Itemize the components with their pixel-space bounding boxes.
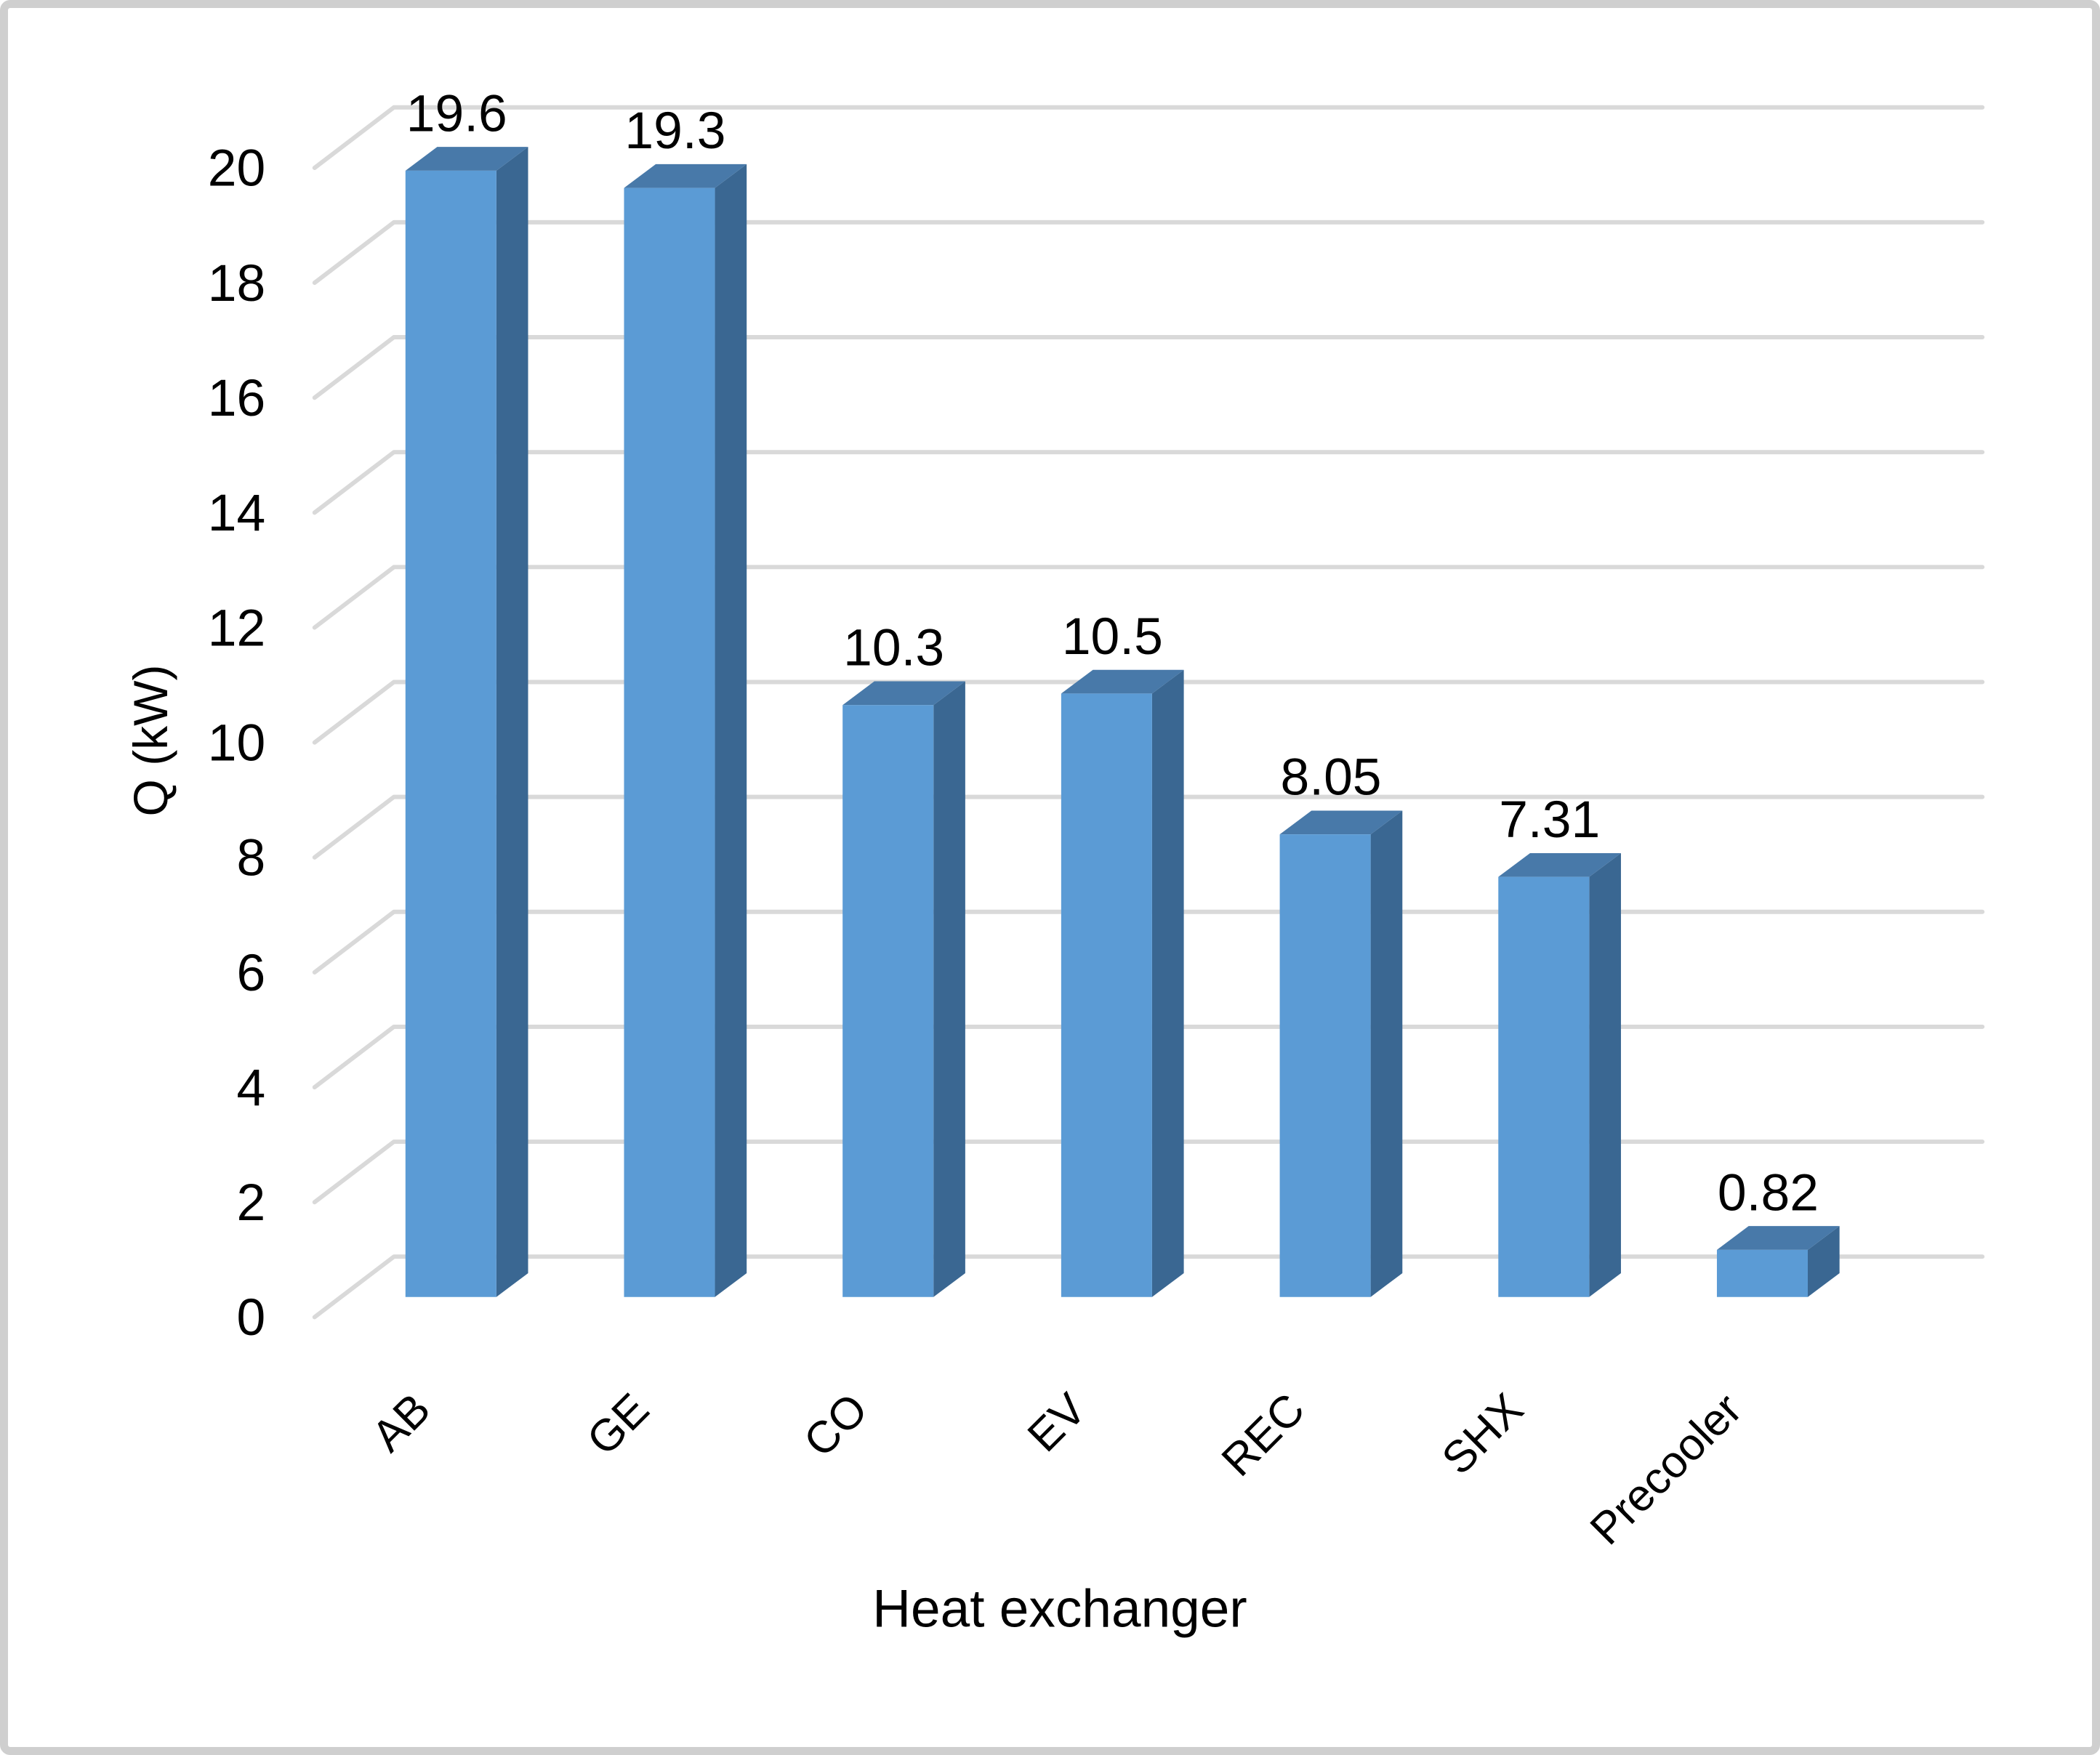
- gridline: [312, 219, 1985, 286]
- bar: [1279, 810, 1403, 1297]
- y-axis-tick-label: 4: [237, 1059, 266, 1117]
- gridline: [312, 1254, 1985, 1320]
- y-axis-tick-label: 12: [208, 599, 265, 657]
- bar-value-label: 10.3: [843, 619, 944, 677]
- bar-front-face: [1716, 1249, 1809, 1297]
- gridline: [312, 909, 1985, 975]
- bar-side-face: [1370, 810, 1403, 1297]
- y-axis-tick-label: 8: [237, 829, 266, 887]
- y-axis-title: Q (kW): [124, 664, 177, 817]
- bar-top-face: [1716, 1226, 1840, 1250]
- gridline: [312, 565, 1985, 630]
- bar-side-face: [496, 147, 528, 1297]
- bar-top-face: [1061, 669, 1184, 694]
- category-label: REC: [1212, 1384, 1315, 1485]
- bar-value-label: 0.82: [1718, 1163, 1819, 1222]
- bar-front-face: [405, 170, 496, 1297]
- x-axis-title: Heat exchanger: [872, 1579, 1247, 1639]
- y-axis-tick-label: 6: [237, 944, 266, 1002]
- bar-front-face: [1498, 876, 1590, 1297]
- gridline: [312, 335, 1985, 400]
- bar-value-label: 10.5: [1062, 608, 1163, 666]
- bar-top-face: [842, 681, 965, 706]
- y-axis-tick-label: 0: [237, 1288, 266, 1347]
- bar-top-face: [1279, 810, 1403, 835]
- category-label: AB: [363, 1384, 440, 1461]
- bar-value-label: 19.6: [406, 84, 507, 142]
- category-label: SHX: [1433, 1384, 1533, 1484]
- bar: [405, 147, 528, 1297]
- bar-top-face: [1498, 852, 1621, 877]
- y-axis-tick-label: 16: [208, 369, 265, 427]
- bar-top-face: [624, 164, 747, 188]
- bar-side-face: [1808, 1226, 1840, 1297]
- category-label: CO: [794, 1384, 877, 1466]
- gridline: [312, 105, 1985, 170]
- bar-front-face: [1279, 834, 1371, 1297]
- bar: [624, 164, 747, 1297]
- bar-top-face: [405, 147, 528, 171]
- bar: [1716, 1226, 1840, 1297]
- bar-side-face: [1589, 852, 1621, 1297]
- bar: [842, 681, 965, 1297]
- gridline: [312, 1024, 1985, 1090]
- bar-value-label: 7.31: [1499, 791, 1600, 849]
- gridline: [312, 450, 1985, 515]
- bar-front-face: [1061, 693, 1152, 1297]
- bar-side-face: [1151, 669, 1184, 1297]
- category-label: EV: [1018, 1384, 1096, 1461]
- bar: [1498, 852, 1621, 1297]
- bar-front-face: [842, 705, 934, 1297]
- bar: [1061, 669, 1184, 1297]
- gridline: [312, 1139, 1985, 1205]
- category-label: Precooler: [1581, 1384, 1752, 1554]
- y-axis-tick-label: 10: [208, 714, 265, 772]
- y-axis-tick-label: 18: [208, 254, 265, 312]
- gridline: [312, 679, 1985, 745]
- category-label: GE: [577, 1384, 659, 1465]
- y-axis-tick-label: 20: [208, 140, 265, 198]
- gridline: [312, 794, 1985, 860]
- y-axis-tick-label: 2: [237, 1174, 266, 1232]
- bar-side-face: [933, 681, 965, 1297]
- y-axis-tick-label: 14: [208, 484, 265, 542]
- bar-front-face: [624, 187, 715, 1297]
- bar-chart-canvas: 0 2 4 6 8 10 12 14 16 18 20 19.6 AB 19.3 GE 10.3 CO 10.5 E…: [208, 84, 1985, 1554]
- bar-side-face: [715, 164, 747, 1297]
- bar-value-label: 8.05: [1281, 749, 1382, 807]
- bar-value-label: 19.3: [624, 102, 725, 160]
